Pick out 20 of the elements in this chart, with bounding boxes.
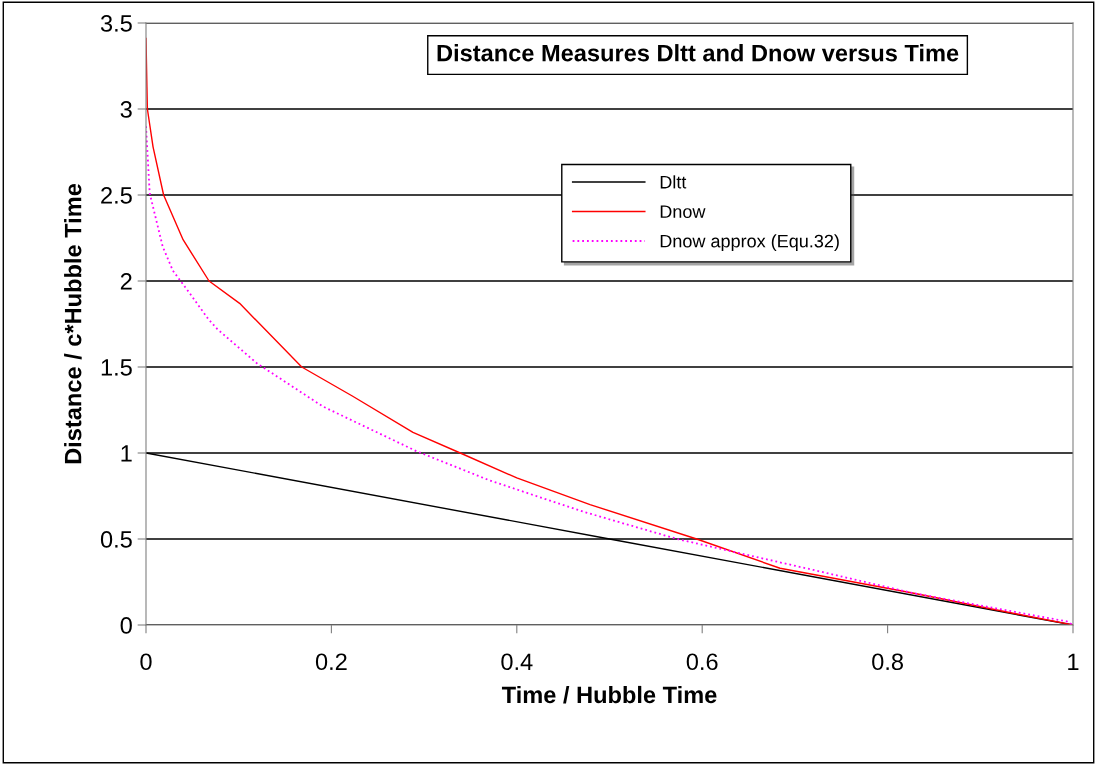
x-tick-label: 0.4 xyxy=(501,653,533,671)
x-tick-label: 0 xyxy=(140,653,152,671)
x-tick-label: 1 xyxy=(1068,653,1079,670)
legend-label: Dltt xyxy=(660,175,687,189)
y-tick-label: 2 xyxy=(120,273,132,290)
y-tick-label: 0.5 xyxy=(100,531,132,548)
y-tick-label: 3.5 xyxy=(100,15,132,32)
x-tick-label: 0.6 xyxy=(686,653,718,671)
y-tick-label: 1.5 xyxy=(101,359,132,376)
legend-label: Dnow xyxy=(660,205,706,219)
legend-label: Dnow approx (Equ.32) xyxy=(660,234,839,252)
x-axis-title: Time / Hubble Time xyxy=(501,685,717,704)
y-tick-label: 3 xyxy=(120,101,132,118)
y-tick-label: 1 xyxy=(121,445,132,462)
y-tick-label: 0 xyxy=(120,617,132,634)
x-tick-label: 0.2 xyxy=(315,653,347,671)
y-tick-label: 2.5 xyxy=(101,187,132,204)
text: Distance Measures Dltt and Dnow versus Time xyxy=(437,44,959,62)
y-axis-title: Distance / c*Hubble Time xyxy=(64,183,82,464)
x-tick-label: 0.8 xyxy=(872,653,903,671)
